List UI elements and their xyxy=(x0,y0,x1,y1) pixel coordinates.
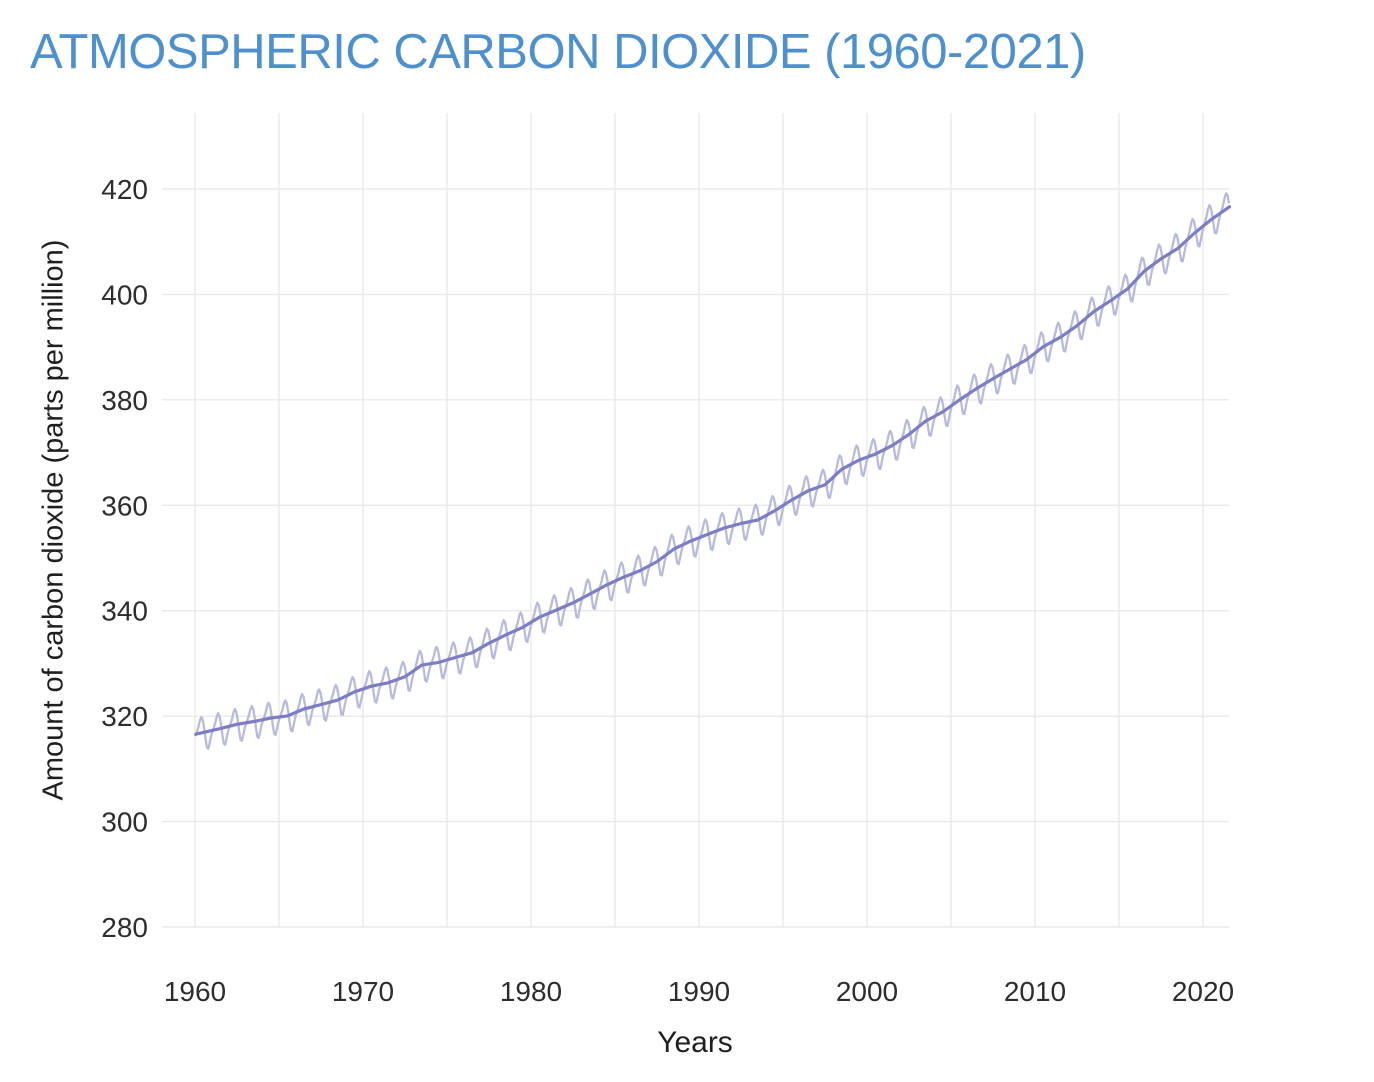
x-tick-label: 2020 xyxy=(1172,976,1234,1007)
x-tick-label: 2010 xyxy=(1004,976,1066,1007)
x-tick-label: 2000 xyxy=(836,976,898,1007)
y-axis-title: Amount of carbon dioxide (parts per mill… xyxy=(37,239,70,801)
y-tick-label: 360 xyxy=(101,490,148,521)
y-tick-label: 280 xyxy=(101,912,148,943)
y-tick-label: 300 xyxy=(101,807,148,838)
annual-mean-co2-line xyxy=(194,205,1232,736)
y-tick-label: 400 xyxy=(101,279,148,310)
x-tick-label: 1990 xyxy=(668,976,730,1007)
y-tick-label: 380 xyxy=(101,385,148,416)
x-tick-label: 1970 xyxy=(332,976,394,1007)
y-tick-label: 340 xyxy=(101,596,148,627)
monthly-co2-line xyxy=(194,192,1231,750)
x-tick-label: 1980 xyxy=(500,976,562,1007)
y-tick-label: 320 xyxy=(101,701,148,732)
x-tick-label: 1960 xyxy=(164,976,226,1007)
chart-title: ATMOSPHERIC CARBON DIOXIDE (1960-2021) xyxy=(30,25,1086,79)
x-axis-title: Years xyxy=(657,1026,733,1059)
y-tick-label: 420 xyxy=(101,174,148,205)
